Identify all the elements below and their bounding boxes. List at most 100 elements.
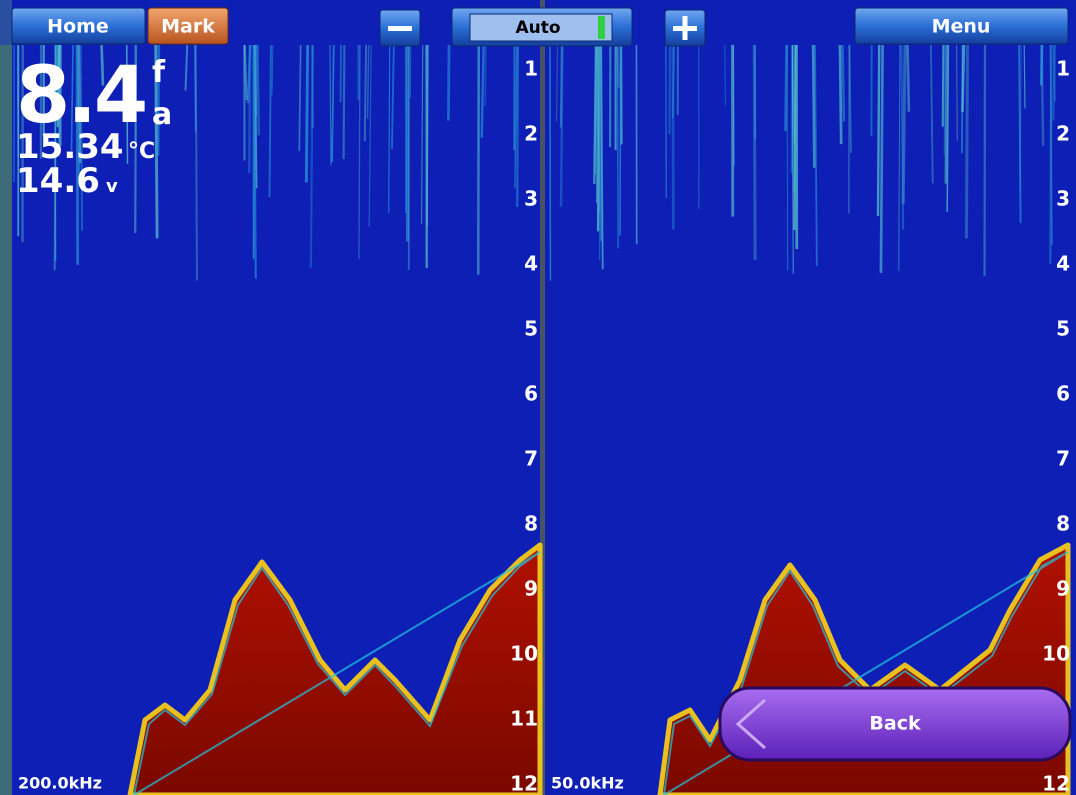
clutter-streak bbox=[363, 44, 368, 142]
depth-value: 8.4 bbox=[16, 51, 145, 141]
mark-label: Mark bbox=[161, 16, 215, 38]
clutter-streak bbox=[329, 44, 332, 166]
clutter-streak bbox=[304, 44, 310, 183]
clutter-streak bbox=[732, 44, 735, 166]
clutter-streak bbox=[358, 44, 361, 259]
depth-scale-label: 12 bbox=[510, 772, 538, 795]
back-button[interactable] bbox=[718, 686, 1072, 762]
clutter-streak bbox=[391, 44, 395, 150]
clutter-streak bbox=[944, 44, 948, 184]
depth-scale-label: 7 bbox=[1056, 447, 1070, 471]
temperature-unit: °C bbox=[128, 139, 155, 164]
clutter-streak bbox=[671, 44, 675, 119]
depth-scale-label: 9 bbox=[524, 577, 538, 601]
clutter-streak bbox=[254, 44, 258, 189]
depth-scale-label: 11 bbox=[510, 707, 538, 731]
pane-divider bbox=[540, 0, 545, 795]
clutter-streak bbox=[388, 44, 391, 213]
bottom-return bbox=[662, 551, 1069, 795]
menu-label: Menu bbox=[932, 16, 991, 38]
map-strip bbox=[0, 0, 12, 795]
clutter-streak bbox=[961, 44, 966, 112]
clutter-streak bbox=[368, 44, 372, 227]
clutter-streak bbox=[1049, 44, 1053, 264]
clutter-streak bbox=[724, 44, 727, 106]
menu-button[interactable] bbox=[854, 7, 1069, 45]
clutter-streak bbox=[848, 44, 852, 154]
clutter-streak bbox=[342, 44, 346, 160]
frequency-label: 200.0kHz bbox=[18, 774, 102, 793]
clutter-streak bbox=[1023, 44, 1026, 109]
clutter-streak bbox=[1052, 44, 1057, 121]
clutter-streak bbox=[309, 44, 314, 268]
clutter-streak bbox=[243, 44, 248, 101]
clutter-streak bbox=[1052, 44, 1056, 102]
temperature-value: 15.34 bbox=[16, 127, 124, 167]
home-button[interactable] bbox=[11, 7, 146, 45]
clutter-streak bbox=[556, 44, 558, 122]
depth-scale-label: 7 bbox=[524, 447, 538, 471]
clutter-streak bbox=[125, 44, 129, 164]
clutter-streak bbox=[838, 44, 843, 145]
depth-scale-label: 5 bbox=[1056, 317, 1070, 341]
clutter-streak bbox=[600, 44, 604, 270]
clutter-streak bbox=[791, 44, 796, 193]
depth-scale-label: 8 bbox=[524, 512, 538, 536]
clutter-streak bbox=[593, 44, 598, 184]
clutter-streak bbox=[956, 44, 958, 141]
depth-scale-label: 5 bbox=[524, 317, 538, 341]
clutter-streak bbox=[70, 44, 74, 151]
voltage-value: 14.6 bbox=[16, 161, 100, 201]
clutter-streak bbox=[253, 44, 257, 279]
clutter-streak bbox=[841, 44, 846, 122]
clutter-streak bbox=[752, 44, 757, 260]
voltage-unit: v bbox=[106, 176, 118, 197]
depth-unit: f bbox=[152, 55, 166, 90]
depth-scale-label: 4 bbox=[524, 252, 538, 276]
clutter-streak bbox=[906, 44, 911, 112]
clutter-streak bbox=[331, 44, 335, 162]
clutter-streak bbox=[814, 44, 818, 266]
clutter-streak bbox=[616, 44, 619, 249]
depth-scale-label: 2 bbox=[1056, 122, 1070, 146]
surface-clutter bbox=[12, 44, 1057, 281]
bottom-return bbox=[127, 542, 543, 795]
clutter-streak bbox=[1049, 44, 1053, 245]
depth-scale-label: 4 bbox=[1056, 252, 1070, 276]
clutter-streak bbox=[791, 44, 794, 274]
depth-scale-label: 1 bbox=[1056, 57, 1070, 81]
clutter-streak bbox=[619, 44, 622, 236]
mark-button[interactable] bbox=[147, 7, 229, 45]
clutter-streak bbox=[420, 44, 424, 224]
clutter-streak bbox=[598, 44, 603, 241]
clutter-streak bbox=[941, 44, 945, 127]
depth-scale-label: 9 bbox=[1056, 577, 1070, 601]
minus-icon bbox=[388, 26, 412, 31]
home-label: Home bbox=[47, 16, 109, 38]
depth-scale-label: 6 bbox=[1056, 382, 1070, 406]
depth-scale-label: 10 bbox=[1042, 642, 1070, 666]
clutter-streak bbox=[1018, 44, 1022, 224]
clutter-streak bbox=[184, 44, 189, 91]
clutter-streak bbox=[514, 44, 518, 188]
depth-scale-label: 6 bbox=[524, 382, 538, 406]
clutter-streak bbox=[75, 44, 80, 265]
clutter-streak bbox=[559, 44, 564, 207]
clutter-streak bbox=[271, 44, 274, 96]
clutter-streak bbox=[77, 44, 82, 164]
clutter-streak bbox=[811, 44, 816, 168]
clutter-streak bbox=[1039, 44, 1044, 86]
clutter-streak bbox=[247, 44, 252, 104]
clutter-streak bbox=[668, 44, 672, 135]
clutter-streak bbox=[256, 44, 260, 136]
back-label: Back bbox=[869, 713, 921, 735]
clutter-streak bbox=[366, 44, 370, 119]
depth-scale-label: 8 bbox=[1056, 512, 1070, 536]
clutter-streak bbox=[194, 44, 197, 132]
clutter-streak bbox=[876, 44, 881, 216]
clutter-streak bbox=[477, 44, 481, 154]
clutter-streak bbox=[598, 44, 602, 260]
depth-scale-label: 2 bbox=[524, 122, 538, 146]
depth-scale-label: 1 bbox=[524, 57, 538, 81]
